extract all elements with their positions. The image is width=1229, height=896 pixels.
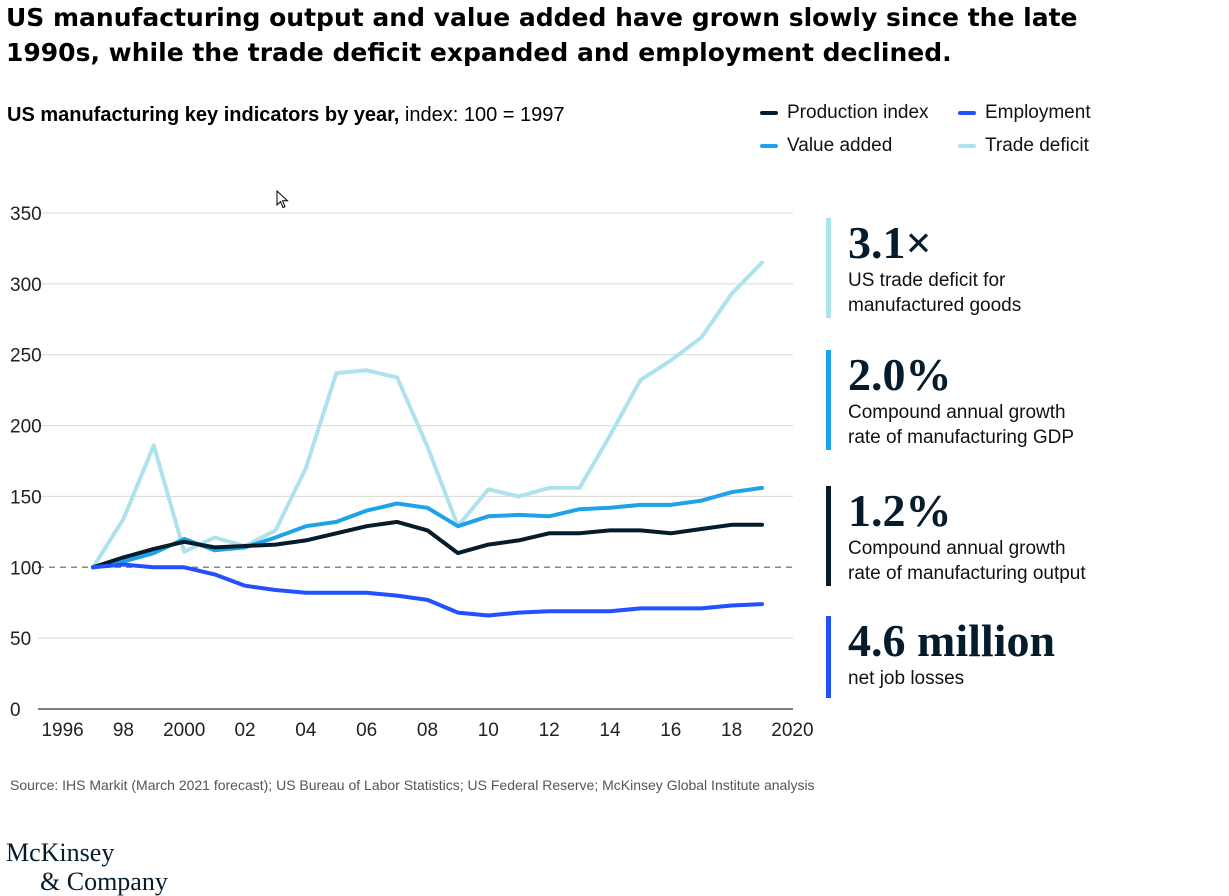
- legend-swatch: [760, 111, 778, 115]
- x-tick-label: 98: [113, 720, 134, 741]
- stat-value: 4.6 million: [848, 615, 1056, 666]
- y-tick-label: 150: [10, 487, 42, 508]
- legend-trade-deficit: Trade deficit: [958, 135, 1089, 157]
- y-tick-label: 300: [10, 275, 42, 296]
- legend: Production index Employment Value added …: [760, 100, 1200, 166]
- stat-desc-line1: US trade deficit for: [848, 270, 1006, 291]
- stat-desc-line1: Compound annual growth: [848, 402, 1066, 423]
- y-tick-label: 0: [10, 700, 21, 721]
- legend-label: Employment: [985, 102, 1091, 123]
- x-tick-label: 10: [478, 720, 499, 741]
- legend-label: Production index: [787, 102, 929, 123]
- headline: US manufacturing output and value added …: [6, 3, 1078, 67]
- legend-value-added: Value added: [760, 135, 892, 157]
- stat-desc-line1: Compound annual growth: [848, 538, 1066, 559]
- stat-value: 3.1×: [848, 217, 932, 268]
- x-tick-label: 08: [417, 720, 438, 741]
- legend-label: Trade deficit: [985, 135, 1089, 156]
- series-line-value-added: [91, 485, 764, 570]
- chart-subtitle: US manufacturing key indicators by year,…: [7, 104, 565, 127]
- x-tick-label: 02: [234, 720, 255, 741]
- stat-job-losses: 4.6 million net job losses: [826, 616, 1055, 698]
- x-tick-label: 06: [356, 720, 377, 741]
- y-tick-label: 200: [10, 417, 42, 438]
- y-tick-label: 350: [10, 204, 42, 225]
- stat-desc-line1: net job losses: [848, 668, 965, 689]
- stat-output-growth: 1.2% Compound annual growth rate of manu…: [826, 486, 1086, 586]
- x-tick-label: 14: [599, 720, 621, 741]
- legend-swatch: [760, 144, 778, 148]
- stat-desc-line2: rate of manufacturing output: [848, 563, 1086, 584]
- y-tick-label: 100: [10, 558, 42, 579]
- legend-production-index: Production index: [760, 102, 929, 124]
- legend-employment: Employment: [958, 102, 1091, 124]
- x-tick-label: 1996: [41, 720, 83, 741]
- x-tick-label: 18: [721, 720, 742, 741]
- series-line-trade-deficit: [91, 260, 764, 570]
- x-tick-label: 2000: [163, 720, 205, 741]
- legend-label: Value added: [787, 135, 893, 156]
- stat-trade-deficit: 3.1× US trade deficit for manufactured g…: [826, 218, 1021, 318]
- x-axis-labels: 1996 98 2000 02 04 06 08 10 12 14 16 18 2020: [41, 720, 813, 741]
- x-tick-label: 12: [539, 720, 560, 741]
- y-tick-label: 250: [10, 346, 42, 367]
- stat-desc-line2: manufactured goods: [848, 295, 1022, 316]
- logo-line2: & Company: [40, 867, 168, 896]
- mouse-cursor-icon: [276, 190, 289, 209]
- series-lines: [91, 260, 764, 618]
- stat-desc-line2: rate of manufacturing GDP: [848, 427, 1074, 448]
- subtitle-bold: US manufacturing key indicators by year,: [7, 104, 400, 126]
- subtitle-index: index: 100 = 1997: [399, 104, 565, 126]
- legend-swatch: [958, 144, 976, 148]
- stat-value: 1.2%: [848, 485, 952, 536]
- x-tick-label: 16: [660, 720, 681, 741]
- x-tick-label: 04: [295, 720, 317, 741]
- x-tick-label: 2020: [771, 720, 813, 741]
- logo-line1: McKinsey: [6, 838, 115, 867]
- series-line-employment: [91, 562, 764, 618]
- stat-value: 2.0%: [848, 349, 952, 400]
- y-tick-label: 50: [10, 629, 31, 650]
- y-axis-labels: 0 50 100 150 200 250 300 350: [10, 204, 42, 721]
- series-line-production-index: [91, 519, 764, 570]
- mckinsey-logo: McKinsey & Company: [6, 838, 168, 896]
- stat-gdp-growth: 2.0% Compound annual growth rate of manu…: [826, 350, 1074, 450]
- legend-swatch: [958, 111, 976, 115]
- source-note: Source: IHS Markit (March 2021 forecast)…: [10, 777, 815, 793]
- grid-lines: [38, 212, 793, 710]
